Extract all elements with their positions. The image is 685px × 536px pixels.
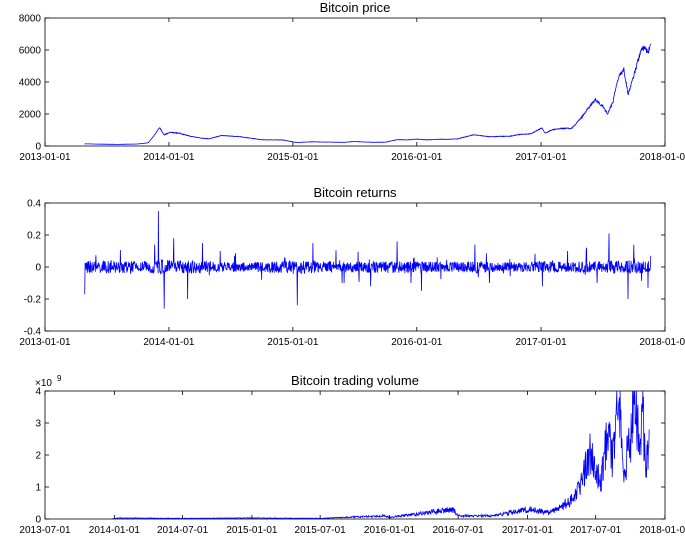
volume-x-tick-label: 2015-01-01 <box>226 525 278 536</box>
returns-x-tick-label: 2015-01-01 <box>267 337 319 348</box>
price-panel: Bitcoin price 2013-01-01 2014-01-01 2015-01… <box>19 0 685 163</box>
price-y-tick-label: 2000 <box>19 110 42 121</box>
returns-x-tick-label: 2018-01-01 <box>639 337 685 348</box>
price-x-tick-label: 2014-01-01 <box>143 152 195 163</box>
volume-series-line <box>112 390 650 520</box>
volume-x-tick-label: 2016-01-01 <box>364 525 416 536</box>
volume-x-tick-label: 2016-07-01 <box>433 525 485 536</box>
returns-x-tick-label: 2017-01-01 <box>515 337 567 348</box>
volume-x-tick-label: 2013-07-01 <box>19 525 71 536</box>
volume-x-tick-label: 2014-01-01 <box>89 525 141 536</box>
price-x-tick-label: 2015-01-01 <box>267 152 319 163</box>
price-title: Bitcoin price <box>320 0 391 15</box>
returns-title: Bitcoin returns <box>313 185 397 200</box>
volume-y-tick-label: 3 <box>35 419 41 430</box>
volume-title: Bitcoin trading volume <box>291 373 419 388</box>
volume-y-tick-label: 1 <box>35 483 41 494</box>
volume-y-multiplier: ×10 <box>35 378 52 389</box>
volume-x-tick-label: 2017-01-01 <box>502 525 554 536</box>
price-x-tick-label: 2018-01-01 <box>639 152 685 163</box>
volume-y-tick-label: 4 <box>35 387 41 398</box>
returns-x-tick-label: 2016-01-01 <box>391 337 443 348</box>
volume-y-tick-label: 2 <box>35 451 41 462</box>
price-x-tick-label: 2017-01-01 <box>515 152 567 163</box>
volume-x-tick-label: 2017-07-01 <box>570 525 622 536</box>
volume-y-multiplier-exponent: 9 <box>57 374 62 383</box>
volume-x-tick-label: 2015-07-01 <box>295 525 347 536</box>
returns-y-tick-label: 0.4 <box>27 199 41 210</box>
returns-y-tick-label: -0.4 <box>24 327 42 338</box>
price-y-tick-label: 6000 <box>19 46 42 57</box>
price-y-tick-label: 8000 <box>19 14 42 25</box>
returns-panel: Bitcoin returns 2013-01-01 2014-01-01 2015-… <box>19 185 685 348</box>
price-y-tick-label: 0 <box>35 142 41 153</box>
returns-x-tick-label: 2013-01-01 <box>19 337 71 348</box>
price-series-line <box>84 43 652 145</box>
volume-panel: Bitcoin trading volume 2013-07-01 2014-01-… <box>19 373 685 536</box>
price-y-tick-label: 4000 <box>19 78 42 89</box>
returns-series-line <box>84 210 652 309</box>
returns-y-tick-label: 0.2 <box>27 231 41 242</box>
price-x-tick-label: 2016-01-01 <box>391 152 443 163</box>
volume-x-tick-label: 2014-07-01 <box>157 525 209 536</box>
volume-y-tick-label: 0 <box>35 515 41 526</box>
volume-x-tick-label: 2018-01-01 <box>639 525 685 536</box>
price-x-tick-label: 2013-01-01 <box>19 152 71 163</box>
returns-x-tick-label: 2014-01-01 <box>143 337 195 348</box>
returns-y-tick-label: -0.2 <box>24 295 42 306</box>
returns-y-tick-label: 0 <box>35 263 41 274</box>
price-axes-box <box>44 17 666 147</box>
